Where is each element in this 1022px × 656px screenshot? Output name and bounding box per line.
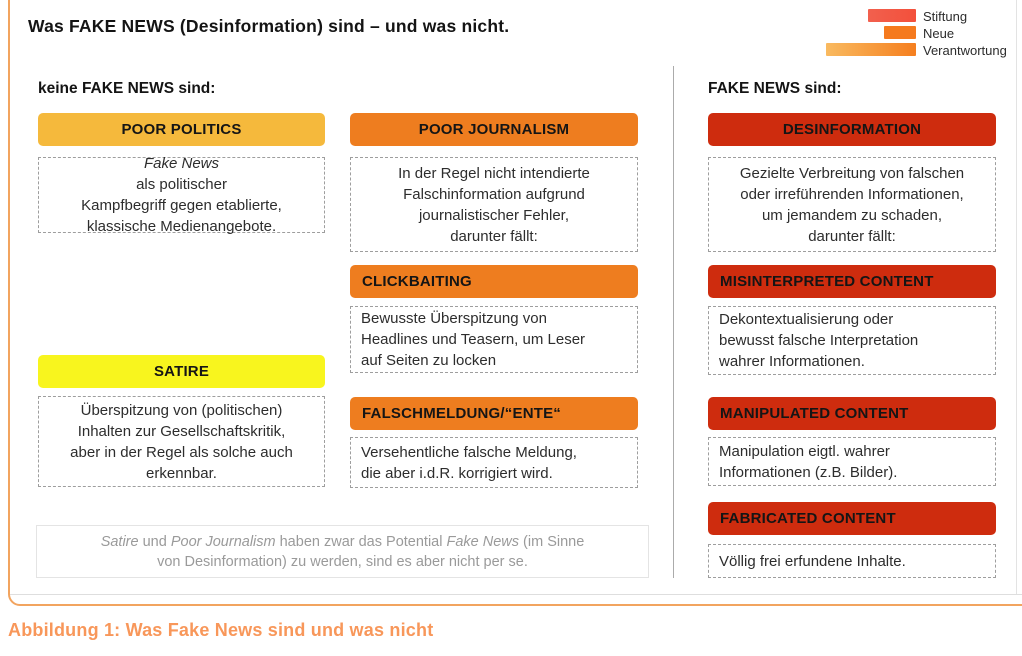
snv-logo: Stiftung Neue Verantwortung bbox=[826, 8, 1018, 59]
left-column-heading: keine FAKE NEWS sind: bbox=[38, 80, 216, 97]
footnote-text: Satire und Poor Journalism haben zwar da… bbox=[101, 532, 585, 572]
falschmeldung-header: FALSCHMELDUNG/“ENTE“ bbox=[350, 397, 638, 430]
misinterpreted-content-header: MISINTERPRETED CONTENT bbox=[708, 265, 996, 298]
logo-text-line: Neue bbox=[923, 26, 955, 41]
desinformation-header: DESINFORMATION bbox=[708, 113, 996, 146]
poor-politics-body: Fake News als politischer Kampfbegriff g… bbox=[38, 155, 325, 235]
poor-politics-body-rest: als politischer Kampfbegriff gegen etabl… bbox=[81, 176, 282, 235]
logo-bar-icon bbox=[868, 9, 916, 22]
poor-journalism-body: In der Regel nicht intendierte Falschinf… bbox=[350, 157, 638, 252]
logo-row: Verantwortung bbox=[826, 42, 1018, 59]
clickbaiting-header: CLICKBAITING bbox=[350, 265, 638, 298]
right-column-heading: FAKE NEWS sind: bbox=[708, 80, 842, 97]
misinterpreted-content-body: Dekontextualisierung oder bewusst falsch… bbox=[708, 306, 996, 375]
desinformation-body: Gezielte Verbreitung von falschen oder i… bbox=[708, 157, 996, 252]
logo-text-line: Verantwortung bbox=[923, 43, 1007, 58]
column-divider bbox=[673, 66, 674, 578]
figure-caption: Abbildung 1: Was Fake News sind und was … bbox=[8, 620, 434, 640]
satire-body: Überspitzung von (politischen) Inhalten … bbox=[38, 396, 325, 487]
poor-journalism-header: POOR JOURNALISM bbox=[350, 113, 638, 146]
logo-bar-track bbox=[826, 26, 916, 39]
logo-bar-icon bbox=[884, 26, 916, 39]
manipulated-content-body: Manipulation eigtl. wahrer Informationen… bbox=[708, 437, 996, 486]
logo-bar-track bbox=[826, 43, 916, 56]
footnote-part: Poor Journalism bbox=[170, 533, 276, 550]
poor-politics-body-italic: Fake News bbox=[143, 155, 220, 172]
footnote-box: Satire und Poor Journalism haben zwar da… bbox=[36, 525, 649, 578]
figure-inner-edge-bottom bbox=[10, 594, 1022, 595]
logo-row: Neue bbox=[826, 25, 1018, 42]
figure-inner-edge-right bbox=[1016, 0, 1017, 594]
falschmeldung-body: Versehentliche falsche Meldung, die aber… bbox=[350, 437, 638, 488]
fabricated-content-header: FABRICATED CONTENT bbox=[708, 502, 996, 535]
logo-bar-track bbox=[826, 9, 916, 22]
figure-title: Was FAKE NEWS (Desinformation) sind – un… bbox=[28, 16, 510, 36]
footnote-part: und bbox=[138, 533, 171, 550]
footnote-part: haben zwar das Potential bbox=[275, 533, 447, 550]
logo-row: Stiftung bbox=[826, 8, 1018, 25]
poor-politics-header: POOR POLITICS bbox=[38, 113, 325, 146]
footnote-part: Satire bbox=[100, 533, 139, 550]
logo-text-line: Stiftung bbox=[923, 9, 968, 24]
logo-bar-icon bbox=[826, 43, 916, 56]
footnote-part: (im Sinne von Desinformation) zu werden,… bbox=[157, 533, 585, 570]
clickbaiting-body: Bewusste Überspitzung von Headlines und … bbox=[350, 306, 638, 373]
fabricated-content-body: Völlig frei erfundene Inhalte. bbox=[708, 544, 996, 578]
manipulated-content-header: MANIPULATED CONTENT bbox=[708, 397, 996, 430]
satire-header: SATIRE bbox=[38, 355, 325, 388]
footnote-part: Fake News bbox=[446, 533, 520, 550]
